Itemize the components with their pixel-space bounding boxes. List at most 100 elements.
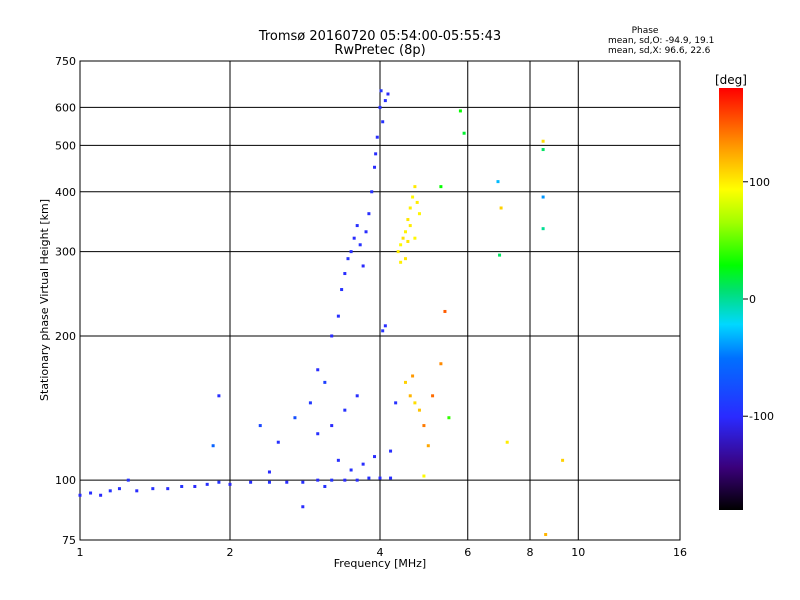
data-point-x — [417, 408, 421, 412]
data-point-x — [498, 253, 502, 257]
x-axis-ticks: 1 2 4 6 8 10 16 — [77, 546, 688, 559]
data-point-x — [541, 139, 545, 143]
data-point-x — [496, 180, 500, 184]
data-point-x — [505, 440, 509, 444]
data-point-o — [383, 99, 387, 103]
y-tick-label: 500 — [55, 139, 76, 152]
stats-heading: Phase — [632, 26, 659, 36]
data-point-x — [406, 218, 410, 222]
data-point-x — [561, 458, 565, 462]
y-tick-label: 75 — [62, 534, 76, 547]
data-point-x — [408, 394, 412, 398]
colorbar-tick-label: 100 — [749, 176, 770, 189]
data-point-o — [343, 478, 347, 482]
data-point-x — [447, 416, 451, 420]
data-point-o — [378, 105, 382, 109]
colorbar-tick-label: 0 — [749, 293, 756, 306]
data-point-o — [205, 482, 209, 486]
data-point-o — [383, 324, 387, 328]
data-point-o — [389, 449, 393, 453]
data-point-o — [370, 190, 374, 194]
data-point-x — [413, 236, 417, 240]
data-point-o — [249, 480, 253, 484]
data-point-o — [361, 462, 365, 466]
data-points — [78, 89, 565, 537]
data-point-o — [355, 224, 359, 228]
data-point-o — [330, 334, 334, 338]
data-point-x — [462, 131, 466, 135]
data-point-o — [180, 484, 184, 488]
data-point-o — [108, 489, 112, 493]
data-point-o — [336, 314, 340, 318]
data-point-o — [211, 444, 215, 448]
data-point-o — [135, 489, 139, 493]
data-point-o — [374, 152, 378, 156]
data-point-o — [373, 455, 377, 459]
data-point-x — [439, 362, 443, 366]
data-point-o — [373, 165, 377, 169]
data-point-o — [126, 478, 130, 482]
data-point-o — [375, 135, 379, 139]
data-point-o — [346, 257, 350, 261]
y-axis-label: Stationary phase Virtual Height [km] — [38, 199, 51, 401]
x-tick-label: 10 — [571, 546, 585, 559]
data-point-x — [544, 533, 548, 537]
data-point-x — [417, 212, 421, 216]
data-point-x — [396, 250, 400, 254]
data-point-o — [355, 394, 359, 398]
x-axis-label: Frequency [MHz] — [334, 557, 426, 570]
x-tick-label: 1 — [77, 546, 84, 559]
data-point-o — [343, 408, 347, 412]
data-point-o — [358, 243, 362, 247]
data-point-o — [336, 458, 340, 462]
data-point-o — [355, 478, 359, 482]
data-point-o — [151, 487, 155, 491]
data-point-o — [340, 288, 344, 292]
data-point-o — [217, 480, 221, 484]
x-tick-label: 16 — [673, 546, 687, 559]
data-point-o — [364, 230, 368, 234]
y-tick-label: 100 — [55, 474, 76, 487]
data-point-o — [267, 480, 271, 484]
data-point-x — [426, 444, 430, 448]
data-point-x — [458, 109, 462, 113]
data-point-o — [293, 416, 297, 420]
data-point-o — [349, 468, 353, 472]
data-point-o — [276, 440, 280, 444]
data-point-o — [323, 380, 327, 384]
y-tick-label: 750 — [55, 55, 76, 68]
data-point-x — [422, 424, 426, 428]
data-point-o — [386, 92, 390, 96]
data-point-o — [217, 394, 221, 398]
data-point-x — [406, 239, 410, 243]
data-point-x — [408, 206, 412, 210]
data-point-o — [381, 329, 385, 333]
data-point-o — [78, 493, 82, 497]
data-point-x — [439, 185, 443, 189]
data-point-o — [352, 236, 356, 240]
data-point-x — [401, 236, 405, 240]
data-point-o — [379, 89, 383, 93]
data-point-o — [343, 272, 347, 276]
data-point-x — [403, 257, 407, 261]
data-point-x — [399, 260, 403, 264]
data-point-x — [411, 374, 415, 378]
data-point-o — [330, 424, 334, 428]
data-point-x — [408, 224, 412, 228]
data-point-o — [166, 487, 170, 491]
y-tick-label: 400 — [55, 186, 76, 199]
data-point-o — [308, 401, 312, 405]
data-point-o — [323, 484, 327, 488]
chart-title: Tromsø 20160720 05:54:00-05:55:43 — [258, 29, 501, 44]
data-point-x — [413, 185, 417, 189]
stats-x-mode: mean, sd,X: 96.6, 22.6 — [608, 46, 711, 56]
data-point-o — [301, 505, 305, 509]
x-tick-label: 6 — [464, 546, 471, 559]
y-tick-label: 300 — [55, 246, 76, 259]
data-point-x — [499, 206, 503, 210]
data-point-x — [541, 195, 545, 199]
data-point-x — [431, 394, 435, 398]
data-point-o — [89, 491, 93, 495]
data-point-o — [228, 482, 232, 486]
data-point-o — [361, 264, 365, 268]
